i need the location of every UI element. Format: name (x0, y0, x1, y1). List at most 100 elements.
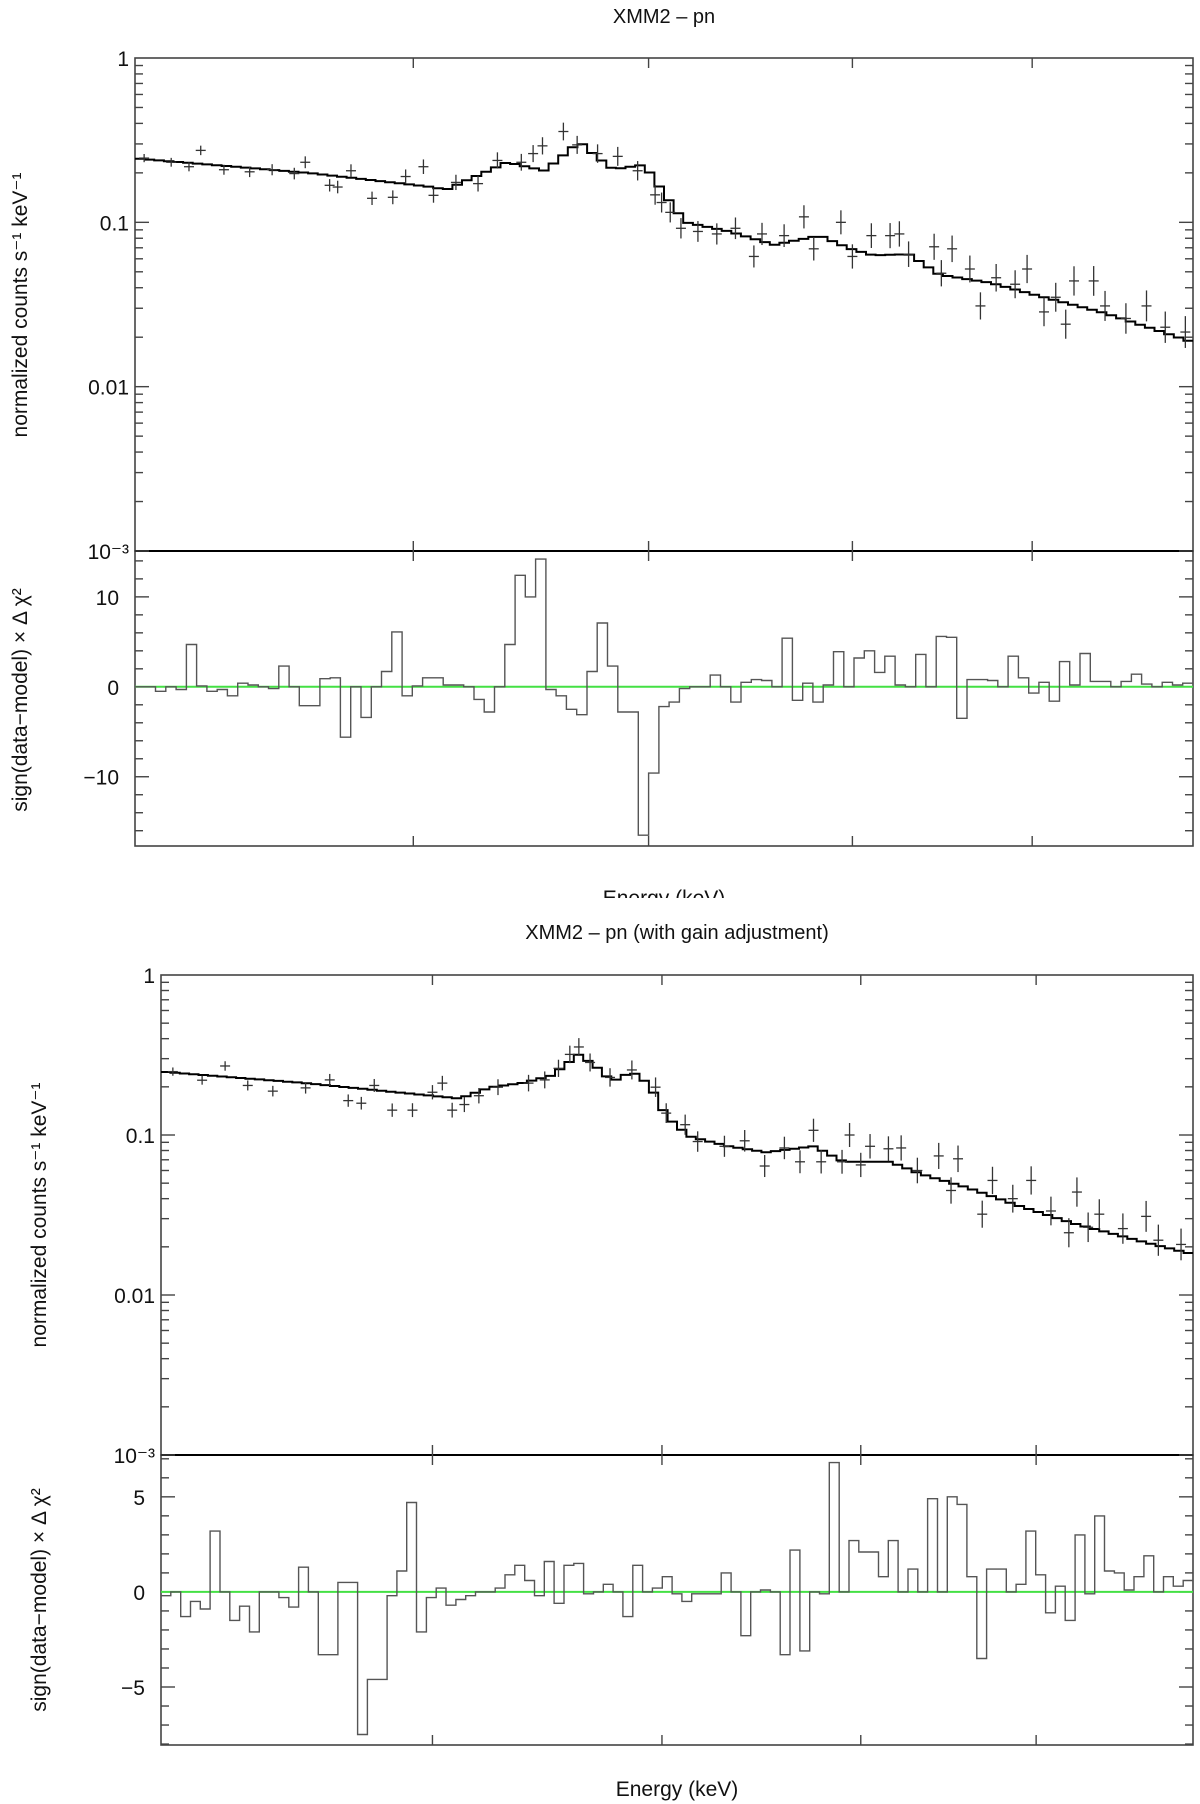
data-point (612, 146, 623, 166)
residual-bin (556, 687, 566, 696)
residual-bin (1164, 1577, 1174, 1592)
residual-bin (864, 651, 874, 687)
residual-bin (790, 1550, 800, 1592)
spectrum-frame (134, 57, 1194, 552)
residual-bin (957, 1504, 967, 1591)
y-axis-label-residuals: sign(data−model) × Δ χ² (28, 1488, 51, 1712)
residual-bin (367, 1592, 377, 1679)
data-point (748, 245, 759, 268)
data-point (473, 175, 484, 192)
residual-bin (859, 1552, 869, 1592)
data-point (356, 1096, 367, 1110)
residual-bin (536, 559, 546, 687)
data-point (573, 1038, 584, 1056)
residual-bin (249, 1592, 259, 1632)
data-point (894, 221, 905, 247)
data-point (400, 169, 411, 184)
data-point (929, 233, 940, 260)
data-point (975, 292, 986, 320)
residual-bin (628, 687, 638, 712)
residual-bin (908, 1569, 918, 1592)
data-point (300, 156, 311, 169)
residual-bin (505, 645, 515, 687)
y-tick-label: 0.1 (100, 212, 129, 235)
residual-bin (279, 666, 289, 687)
residual-frame (160, 1454, 1194, 1746)
data-point (947, 235, 958, 263)
data-point (626, 1060, 637, 1080)
data-point (195, 145, 206, 156)
data-point (553, 1059, 564, 1077)
data-point (473, 1088, 484, 1104)
residual-bin (330, 678, 340, 687)
data-point (650, 1077, 661, 1097)
y-tick-label: 1 (117, 48, 129, 71)
residual-bin (505, 1575, 515, 1592)
residual-bin (402, 687, 412, 696)
residual-bin (544, 1561, 554, 1591)
data-point (447, 1102, 458, 1118)
residual-bin (618, 687, 628, 712)
data-point (675, 218, 686, 239)
data-point (605, 1068, 616, 1087)
data-point (459, 1097, 470, 1113)
data-point (1117, 1213, 1128, 1244)
residual-bin (1018, 678, 1028, 687)
residual-bin (320, 679, 330, 687)
data-point (680, 1114, 691, 1135)
residual-bin (710, 675, 720, 687)
data-point (757, 222, 768, 246)
residual-bin (1065, 1592, 1075, 1621)
data-point (537, 137, 548, 155)
residual-bin (875, 672, 885, 686)
data-point (592, 144, 603, 163)
residual-bin (566, 687, 576, 709)
data-point (866, 223, 877, 248)
data-point (779, 224, 790, 247)
data-point (1083, 1212, 1094, 1243)
residual-bin (310, 687, 320, 706)
residual-bin (878, 1577, 888, 1592)
data-point (1069, 266, 1080, 296)
data-point (1026, 1166, 1037, 1195)
spectrum-frame (160, 974, 1194, 1456)
residual-bin (525, 1581, 535, 1592)
data-point (492, 152, 503, 169)
residual-bin (456, 1592, 466, 1600)
residual-bin (721, 1573, 731, 1592)
data-point (418, 159, 429, 174)
data-point (218, 164, 229, 175)
residual-bin (348, 1582, 358, 1592)
residual-bin (649, 687, 659, 773)
residual-bin (299, 687, 309, 706)
data-point (407, 1103, 418, 1118)
residual-bin (597, 623, 607, 687)
residual-bin (377, 1592, 387, 1679)
data-point (427, 1085, 438, 1100)
residual-bin (382, 672, 392, 687)
residual-bin (1026, 1531, 1036, 1592)
data-point (387, 1103, 398, 1117)
residual-frame (134, 550, 1194, 847)
data-point (300, 1082, 311, 1094)
residual-bin (1080, 654, 1090, 687)
data-point (367, 191, 378, 206)
data-point (1039, 297, 1050, 327)
residual-bin (813, 687, 823, 702)
data-point (719, 1135, 730, 1157)
residual-y-tick-label: 5 (133, 1487, 145, 1510)
residual-bin (731, 687, 741, 702)
data-point (166, 157, 177, 167)
data-point (343, 1094, 354, 1107)
residual-bin (554, 1592, 564, 1603)
data-point (1007, 1184, 1018, 1213)
data-point (730, 217, 741, 240)
data-point (197, 1075, 208, 1085)
y-tick-label: 0.1 (126, 1125, 155, 1148)
data-point (844, 1122, 855, 1148)
data-point (1160, 311, 1171, 343)
residual-bin (633, 1565, 643, 1592)
residual-bin (1075, 1535, 1085, 1592)
residual-bin (227, 687, 237, 696)
